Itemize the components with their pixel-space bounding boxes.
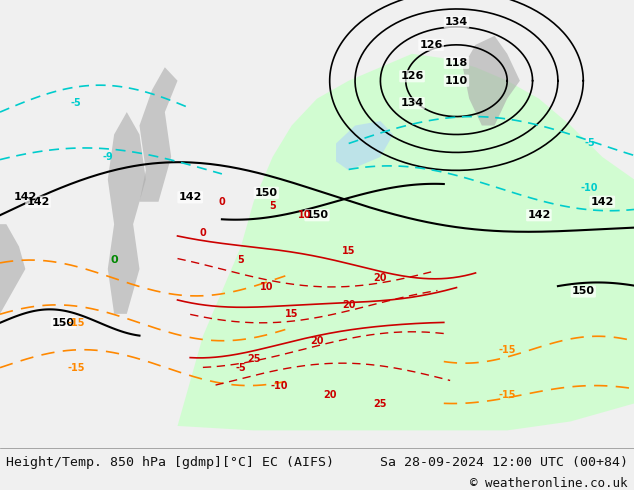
Text: -5: -5: [71, 98, 81, 108]
Text: 20: 20: [373, 273, 387, 283]
Text: 10: 10: [297, 210, 311, 220]
Text: 20: 20: [310, 336, 324, 346]
Text: 126: 126: [401, 71, 424, 81]
Text: 150: 150: [306, 210, 328, 220]
Polygon shape: [178, 54, 634, 430]
Text: 20: 20: [342, 300, 356, 310]
Text: 20: 20: [323, 390, 337, 399]
Polygon shape: [108, 112, 146, 314]
Text: -5: -5: [236, 363, 246, 373]
Text: 150: 150: [52, 318, 75, 328]
Polygon shape: [336, 121, 393, 171]
Text: Height/Temp. 850 hPa [gdmp][°C] EC (AIFS): Height/Temp. 850 hPa [gdmp][°C] EC (AIFS…: [6, 456, 334, 469]
Text: -10: -10: [270, 381, 288, 391]
Text: 5: 5: [269, 201, 276, 211]
Text: 25: 25: [247, 354, 261, 364]
Text: 150: 150: [572, 287, 595, 296]
Text: -15: -15: [67, 363, 85, 373]
Text: -15: -15: [498, 390, 516, 399]
Text: 25: 25: [373, 398, 387, 409]
Text: 5: 5: [238, 255, 244, 265]
Polygon shape: [463, 36, 520, 125]
Text: 118: 118: [445, 58, 468, 68]
Text: -15: -15: [67, 318, 85, 328]
Text: -15: -15: [498, 344, 516, 355]
Text: 134: 134: [401, 98, 424, 108]
Text: 15: 15: [285, 309, 299, 319]
Text: 142: 142: [179, 192, 202, 202]
Text: 10: 10: [259, 282, 273, 292]
Text: -5: -5: [585, 139, 595, 148]
Polygon shape: [0, 224, 25, 314]
Text: 142: 142: [14, 192, 37, 202]
Text: 0: 0: [200, 228, 206, 238]
Text: 0: 0: [219, 197, 225, 207]
Text: -9: -9: [103, 152, 113, 162]
Text: 142: 142: [527, 210, 550, 220]
Text: -10: -10: [581, 183, 598, 194]
Text: 110: 110: [445, 75, 468, 86]
Polygon shape: [139, 67, 178, 202]
Text: 150: 150: [255, 188, 278, 198]
Text: © weatheronline.co.uk: © weatheronline.co.uk: [470, 477, 628, 490]
Text: 126: 126: [420, 40, 443, 50]
Text: 0: 0: [110, 255, 118, 265]
Text: Sa 28-09-2024 12:00 UTC (00+84): Sa 28-09-2024 12:00 UTC (00+84): [380, 456, 628, 469]
Text: 134: 134: [445, 18, 468, 27]
Text: 15: 15: [342, 246, 356, 256]
Text: 142: 142: [27, 197, 49, 207]
Text: 142: 142: [591, 197, 614, 207]
